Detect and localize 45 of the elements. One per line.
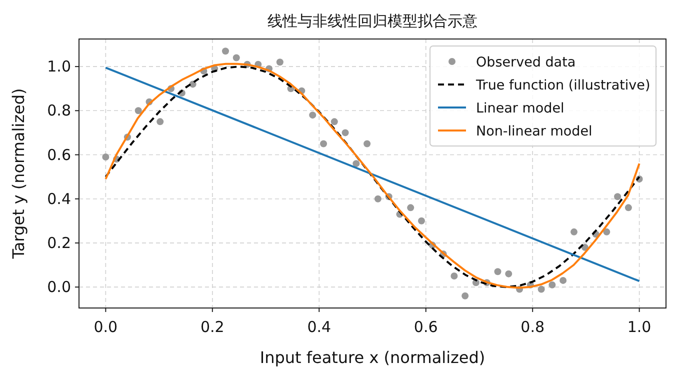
point <box>505 270 512 278</box>
point <box>548 281 556 288</box>
y-tick-label: 1.0 <box>47 58 71 76</box>
point <box>407 204 414 212</box>
chart-title: 线性与非线性回归模型拟合示意 <box>268 12 478 30</box>
x-tick-label: 0.0 <box>94 318 118 336</box>
point <box>276 58 284 66</box>
x-axis-title: Input feature x (normalized) <box>260 348 486 367</box>
legend-label: Linear model <box>476 100 564 116</box>
x-tick-label: 1.0 <box>627 318 652 336</box>
point <box>374 195 382 202</box>
point <box>494 268 502 276</box>
point <box>222 48 229 55</box>
point <box>462 292 469 300</box>
point <box>614 193 622 200</box>
y-tick-label: 0.6 <box>47 146 71 164</box>
point <box>418 217 425 224</box>
point <box>134 107 142 114</box>
point <box>624 204 632 212</box>
point <box>232 54 240 62</box>
legend-label: Non-linear model <box>476 124 592 140</box>
point <box>603 228 610 236</box>
point <box>330 118 338 126</box>
x-tick-label: 0.4 <box>307 318 332 336</box>
point <box>342 129 349 136</box>
point <box>364 140 371 148</box>
point <box>450 272 458 280</box>
y-axis-title: Target y (normalized) <box>9 88 28 260</box>
point <box>560 276 567 284</box>
point <box>352 160 360 168</box>
point <box>320 140 328 148</box>
point <box>156 118 164 126</box>
legend-label: Observed data <box>476 54 576 70</box>
point <box>309 112 316 119</box>
point <box>102 153 110 160</box>
point <box>538 286 545 293</box>
x-tick-label: 0.6 <box>414 318 438 336</box>
legend-label: True function (illustrative) <box>475 78 650 94</box>
y-tick-label: 0.2 <box>47 234 71 252</box>
y-tick-label: 0.8 <box>47 102 71 120</box>
x-tick-label: 0.8 <box>520 318 545 336</box>
x-tick-label: 0.2 <box>200 318 224 336</box>
y-tick-label: 0.0 <box>47 278 71 296</box>
y-tick-label: 0.4 <box>47 190 71 208</box>
point <box>570 228 578 236</box>
